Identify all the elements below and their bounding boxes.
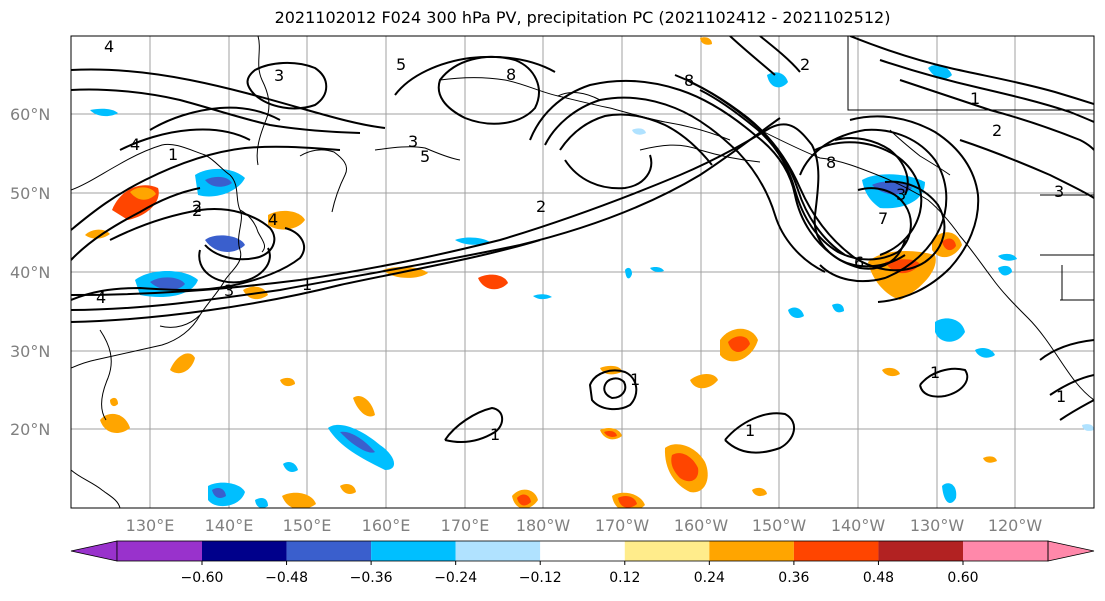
colorbar-tick-label: 0.12 (609, 570, 640, 586)
svg-text:1: 1 (630, 370, 640, 389)
lat-label: 60°N (10, 105, 50, 124)
lon-label: 150°E (283, 516, 332, 535)
svg-text:3: 3 (1054, 182, 1064, 201)
pv-contours (71, 36, 1094, 454)
svg-text:8: 8 (826, 153, 836, 172)
colorbar-segment (117, 541, 202, 561)
colorbar-segment (793, 541, 879, 561)
lon-label: 140°W (831, 516, 886, 535)
colorbar-segment (540, 541, 625, 561)
colorbar-tick-label: 0.60 (947, 570, 978, 586)
svg-text:1: 1 (745, 421, 755, 440)
lat-label: 50°N (10, 184, 50, 203)
svg-text:6: 6 (854, 253, 864, 272)
colorbar-tick-label: −0.12 (519, 570, 562, 586)
svg-text:2: 2 (800, 55, 810, 74)
svg-text:2: 2 (992, 121, 1002, 140)
colorbar-tick-label: −0.48 (265, 570, 308, 586)
graticule (71, 36, 1094, 508)
colorbar-segment (371, 541, 456, 561)
lon-label: 160°W (674, 516, 729, 535)
svg-text:4: 4 (268, 210, 278, 229)
lon-label: 140°E (205, 516, 254, 535)
svg-text:1: 1 (490, 425, 500, 444)
colorbar-extend-low (70, 540, 118, 562)
lon-label: 180°W (516, 516, 571, 535)
svg-text:4: 4 (104, 37, 114, 56)
lon-label: 130°E (126, 516, 175, 535)
svg-text:2: 2 (192, 201, 202, 220)
svg-text:2: 2 (192, 197, 202, 216)
colorbar-segment (624, 541, 710, 561)
svg-text:1: 1 (302, 275, 312, 294)
colorbar-segment (709, 541, 794, 561)
precip-shading (85, 37, 1094, 508)
svg-text:1: 1 (168, 145, 178, 164)
colorbar-tick-label: −0.24 (434, 570, 477, 586)
colorbar-tick-label: −0.36 (350, 570, 393, 586)
svg-text:4: 4 (96, 288, 106, 307)
colorbar-segment (963, 541, 1048, 561)
latitude-labels: 60°N 50°N 40°N 30°N 20°N (10, 105, 50, 439)
colorbar-segment (202, 541, 287, 561)
svg-text:1: 1 (930, 363, 940, 382)
lat-label: 20°N (10, 420, 50, 439)
svg-text:3: 3 (224, 281, 234, 300)
longitude-labels: 130°E 140°E 150°E 160°E 170°E 180°W 170°… (126, 516, 1043, 535)
colorbar-tick-label: 0.36 (778, 570, 809, 586)
colorbar-tick-label: 0.24 (694, 570, 725, 586)
svg-text:4: 4 (130, 135, 140, 154)
contour-labels: 4 3 5 8 3 2 2 1 4 3 4 5 8 2 3 4 1 2 1 1 … (96, 37, 1066, 444)
svg-text:5: 5 (420, 147, 430, 166)
svg-text:2: 2 (536, 197, 546, 216)
colorbar-outline (116, 540, 1049, 562)
svg-text:3: 3 (408, 132, 418, 151)
colorbar-segment (286, 541, 372, 561)
lat-label: 30°N (10, 342, 50, 361)
lon-label: 160°E (362, 516, 411, 535)
lat-label: 40°N (10, 263, 50, 282)
lon-label: 150°W (752, 516, 807, 535)
lon-label: 170°E (441, 516, 490, 535)
svg-text:1: 1 (970, 89, 980, 108)
svg-text:3: 3 (274, 66, 284, 85)
lon-label: 170°W (595, 516, 650, 535)
colorbar-extend-high (1047, 540, 1095, 562)
svg-text:8: 8 (506, 65, 516, 84)
lon-label: 130°W (910, 516, 965, 535)
lon-label: 120°W (988, 516, 1043, 535)
colorbar-tick-label: −0.60 (181, 570, 224, 586)
svg-text:8: 8 (684, 71, 694, 90)
svg-text:7: 7 (878, 209, 888, 228)
map-frame (70, 35, 1095, 509)
colorbar-segment (455, 541, 541, 561)
colorbar-segment (878, 541, 963, 561)
svg-text:5: 5 (396, 55, 406, 74)
svg-text:3: 3 (896, 185, 906, 204)
colorbar-tick-label: 0.48 (863, 570, 894, 586)
svg-text:1: 1 (1056, 387, 1066, 406)
chart-title: 2021102012 F024 300 hPa PV, precipitatio… (274, 8, 891, 27)
colorbar: −0.60 −0.48 −0.36 −0.24 −0.12 0.12 0.24 0.36 0.4… (70, 540, 1095, 586)
